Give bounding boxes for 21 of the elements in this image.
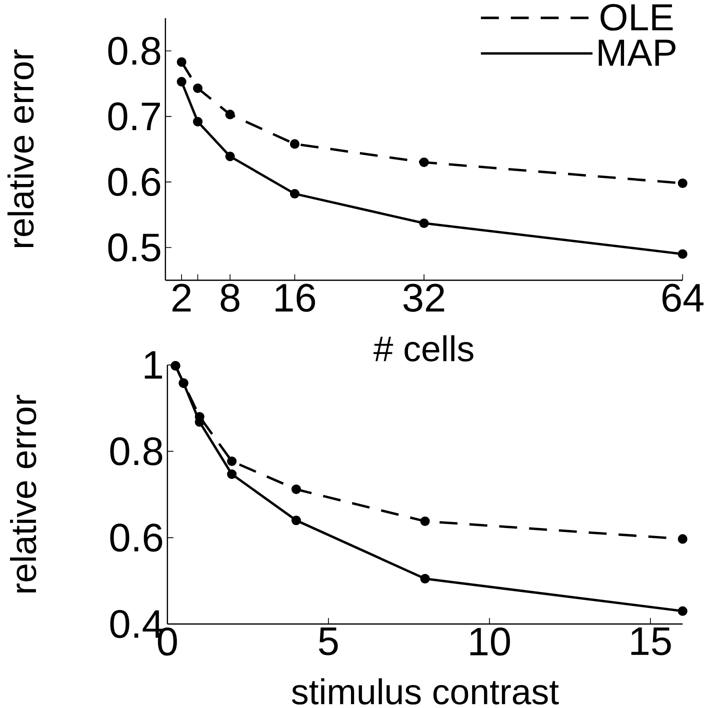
y-axis-title: relative error bbox=[7, 50, 34, 248]
x-tick-label: 15 bbox=[631, 628, 671, 656]
y-tick-label: 0.7 bbox=[108, 102, 160, 131]
x-tick-label: 32 bbox=[403, 284, 444, 312]
legend-label: MAP bbox=[598, 40, 676, 66]
y-tick-label: 0.6 bbox=[108, 168, 160, 196]
x-tick-label: 64 bbox=[662, 284, 704, 312]
x-tick-label: 8 bbox=[220, 284, 240, 312]
y-axis-title: relative error bbox=[10, 394, 36, 592]
y-tick-label: 0.8 bbox=[108, 36, 160, 66]
legend-label: OLE bbox=[600, 4, 673, 31]
x-axis-title: stimulus contrast bbox=[292, 678, 559, 705]
y-tick-label: 0.8 bbox=[110, 437, 162, 466]
x-axis-title: # cells bbox=[374, 335, 474, 362]
y-tick-label: 0.6 bbox=[110, 524, 162, 552]
y-tick-label: 1 bbox=[144, 351, 162, 379]
x-tick-label: 2 bbox=[172, 284, 191, 312]
x-tick-label: 10 bbox=[470, 628, 510, 656]
x-tick-label: 5 bbox=[318, 628, 338, 656]
y-tick-label: 0.5 bbox=[108, 233, 160, 262]
x-tick-label: 16 bbox=[276, 284, 316, 312]
